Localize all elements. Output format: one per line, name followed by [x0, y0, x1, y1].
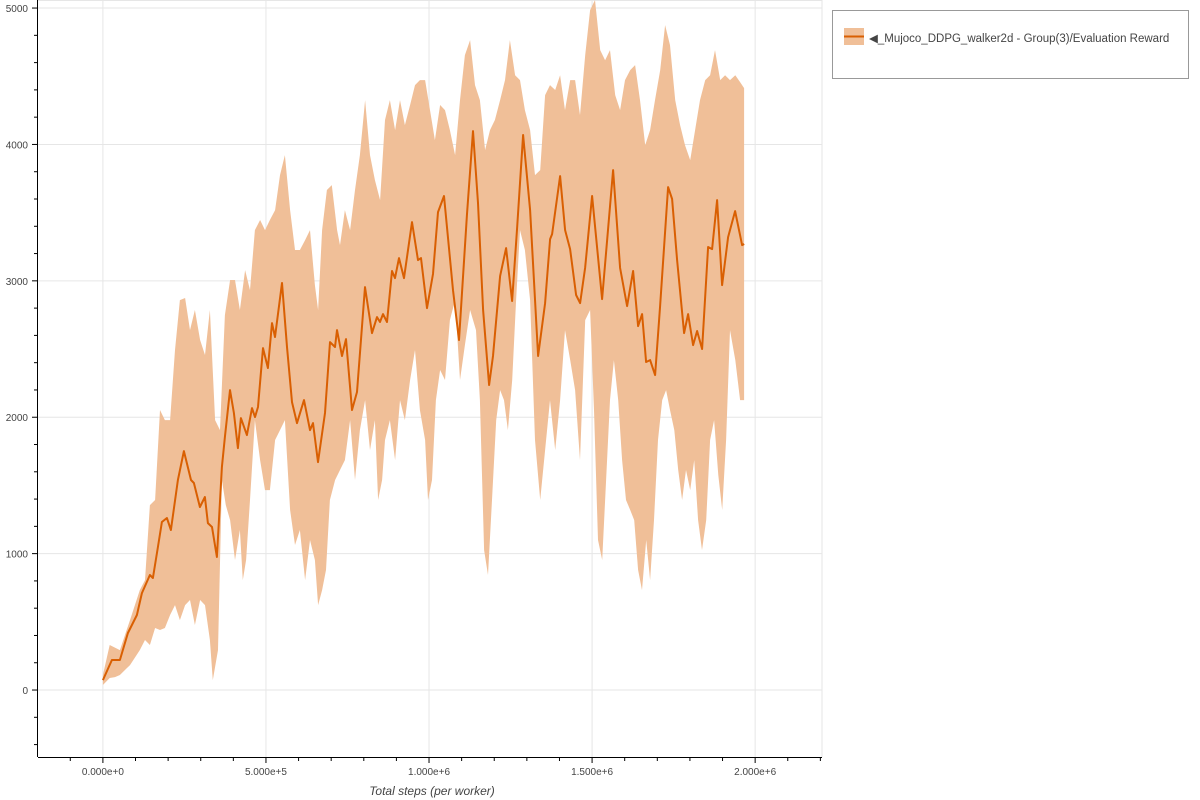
y-tick-label: 0 — [22, 686, 28, 697]
y-tick-label: 5000 — [6, 4, 29, 15]
x-tick-label: 1.500e+6 — [571, 767, 613, 778]
y-tick-label: 3000 — [6, 277, 29, 288]
y-tick-label: 2000 — [6, 413, 29, 424]
x-tick-label: 5.000e+5 — [245, 767, 287, 778]
std-band-area — [102, 0, 745, 685]
x-tick-label: 0.000e+0 — [82, 767, 124, 778]
axes: 0.000e+0 5.000e+5 1.000e+6 1.500e+6 2.000e+6… — [6, 0, 822, 778]
y-tick-label: 4000 — [6, 140, 29, 151]
legend-label: ◀_Mujoco_DDPG_walker2d - Group(3)/Evalua… — [869, 33, 1170, 45]
y-tick-label: 1000 — [6, 550, 29, 561]
legend[interactable]: ◀_Mujoco_DDPG_walker2d - Group(3)/Evalua… — [832, 10, 1189, 79]
mean-reward-line — [101, 130, 745, 681]
x-axis-label: Total steps (per worker) — [369, 784, 495, 798]
legend-swatch-icon — [844, 28, 864, 45]
x-tick-label: 1.000e+6 — [408, 767, 450, 778]
x-tick-label: 2.000e+6 — [734, 767, 776, 778]
